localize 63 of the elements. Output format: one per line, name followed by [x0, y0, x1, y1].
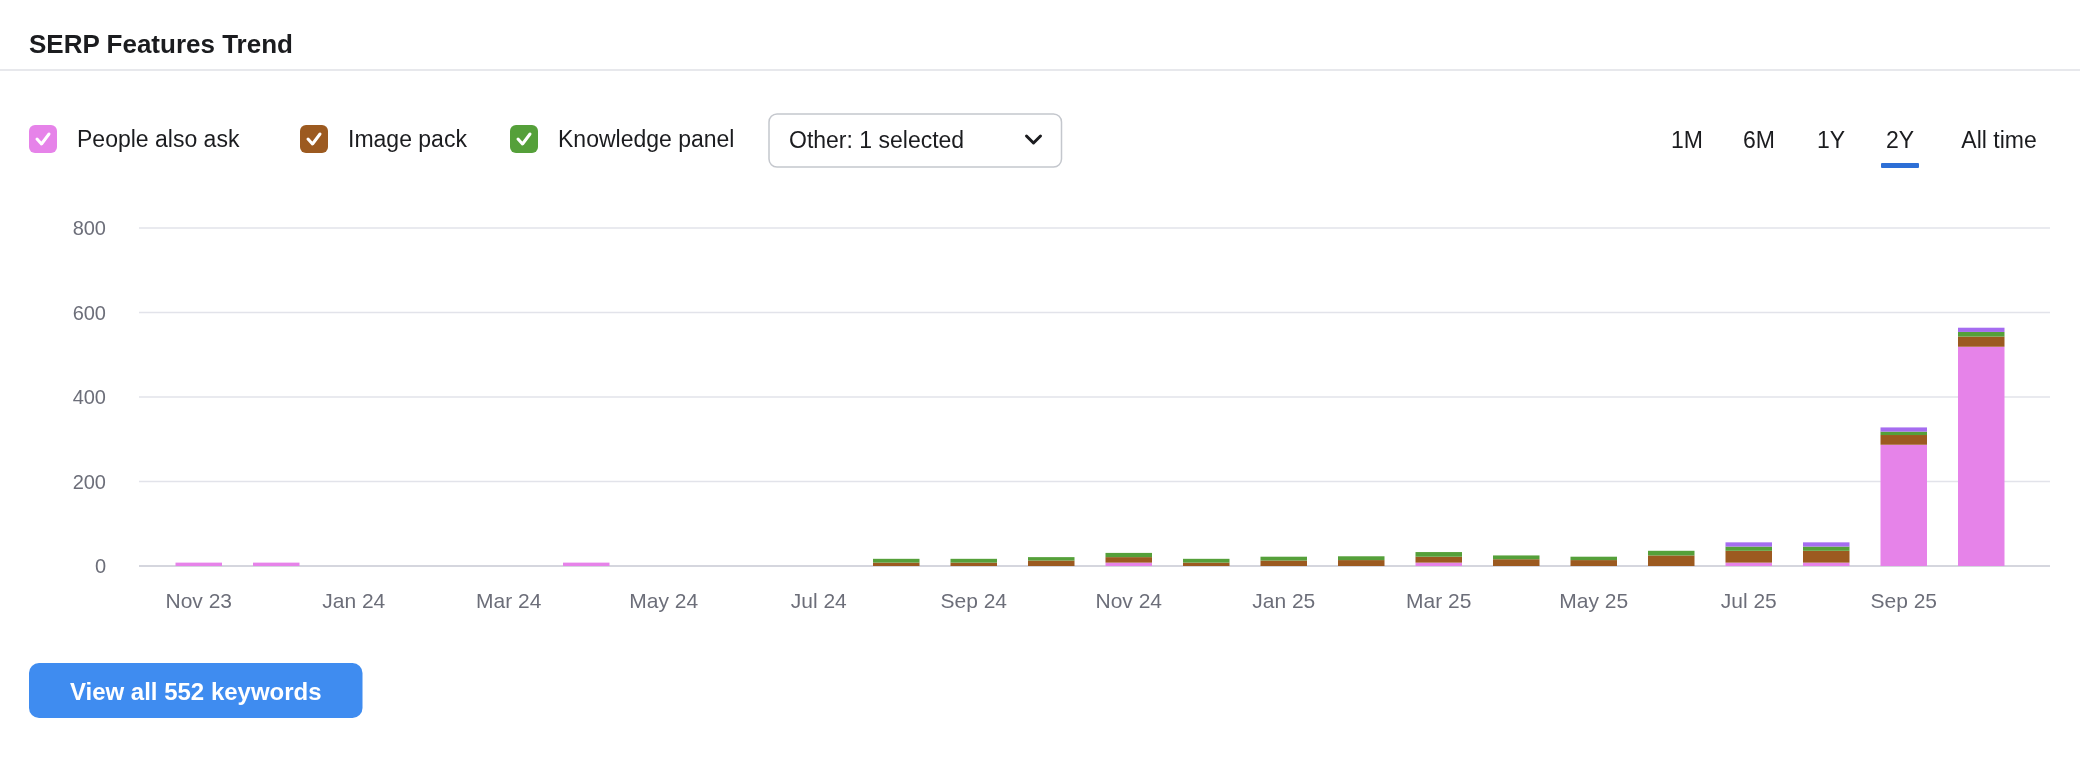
x-tick-label: May 24: [629, 588, 699, 612]
legend-label: Image pack: [348, 126, 468, 152]
y-tick-label: 200: [72, 470, 106, 493]
y-tick-label: 400: [72, 386, 106, 408]
text: All time: [1961, 127, 2037, 153]
bar: [1648, 555, 1695, 566]
bar: [1493, 559, 1540, 566]
legend-label: People also ask: [77, 126, 240, 152]
bar: [1880, 435, 1927, 445]
bar: [1958, 336, 2005, 347]
bar: [1493, 555, 1540, 560]
bar: [873, 558, 920, 563]
text: 2Y: [1885, 127, 1915, 153]
text: 1Y: [1816, 127, 1846, 153]
bar: [1415, 556, 1462, 563]
x-tick-label: Nov 23: [165, 588, 233, 612]
bar: [563, 562, 610, 566]
bar: [1958, 331, 2005, 337]
bar: [1028, 560, 1075, 566]
bar: [873, 562, 920, 566]
x-tick-label: Mar 25: [1406, 588, 1472, 612]
bar: [1338, 560, 1385, 566]
x-tick-label: Jan 24: [322, 588, 386, 612]
y-tick-label: 600: [72, 301, 106, 324]
x-tick-label: May 25: [1559, 588, 1629, 612]
x-tick-label: Mar 24: [476, 588, 542, 612]
x-tick-label: Sep 25: [1870, 588, 1938, 612]
bar: [1183, 562, 1230, 566]
bar: [1803, 546, 1850, 551]
bar: [1260, 560, 1307, 566]
bar: [1028, 557, 1075, 561]
x-tick-label: Jan 25: [1252, 588, 1316, 612]
chart-title: SERP Features Trend: [29, 29, 293, 59]
bar: [1260, 556, 1307, 561]
bar: [1570, 560, 1617, 566]
bar: [1183, 558, 1230, 563]
bar: [1105, 552, 1152, 558]
x-tick-label: Jul 25: [1720, 588, 1777, 612]
bar: [1803, 550, 1850, 563]
bar: [1725, 550, 1772, 563]
bar: [1105, 557, 1152, 563]
bar: [1415, 552, 1462, 557]
y-tick-label: 800: [72, 217, 106, 239]
text: 6M: [1743, 127, 1775, 153]
x-tick-label: Jul 24: [790, 588, 848, 612]
bar: [1958, 327, 2005, 332]
bar: [1338, 556, 1385, 561]
text: 1M: [1671, 127, 1703, 153]
legend-label: Knowledge panel: [558, 126, 735, 152]
bar: [950, 558, 997, 563]
bar: [1803, 562, 1850, 566]
bar: [1725, 546, 1772, 551]
bar: [1725, 542, 1772, 547]
bar: [1803, 542, 1850, 547]
text: Other: 1 selected: [789, 127, 965, 153]
bar: [1880, 427, 1927, 432]
x-tick-label: Sep 24: [940, 588, 1008, 612]
x-tick-label: Nov 24: [1095, 588, 1163, 612]
bar: [253, 562, 300, 566]
bar: [1958, 346, 2005, 566]
y-tick-label: 0: [94, 555, 106, 577]
bar: [1880, 444, 1927, 566]
text: View all 552 keywords: [69, 677, 322, 705]
